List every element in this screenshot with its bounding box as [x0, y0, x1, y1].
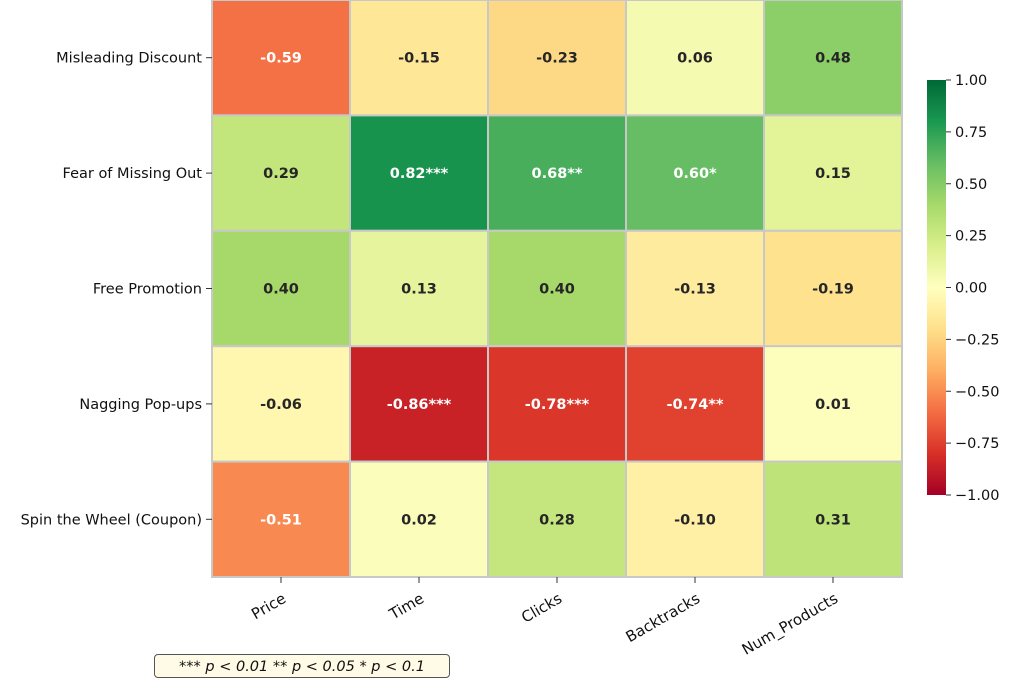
heatmap-cell [763, 0, 903, 117]
heatmap-cell [487, 114, 627, 232]
cell-value-label: 0.29 [263, 166, 299, 182]
column-label: Price [248, 589, 289, 623]
cell-value-label: 0.28 [539, 512, 575, 528]
heatmap-cell [349, 114, 489, 232]
heatmap-cell [625, 0, 765, 117]
colorbar [927, 80, 946, 495]
heatmap-cell [763, 460, 903, 579]
significance-legend: *** p < 0.01 ** p < 0.05 * p < 0.1 [154, 654, 450, 678]
cell-value-label: -0.10 [674, 512, 716, 528]
cell-value-label: 0.31 [815, 512, 851, 528]
colorbar-tick-label: −1.00 [955, 488, 999, 504]
heatmap-cell [211, 460, 351, 579]
heatmap-cell [211, 345, 351, 463]
heatmap-cell [763, 114, 903, 232]
heatmap-cell [625, 345, 765, 463]
heatmap-cell [763, 345, 903, 463]
column-label: Clicks [518, 589, 565, 626]
cell-value-label: 0.13 [401, 282, 437, 298]
heatmap-cell [763, 229, 903, 348]
colorbar-tick-label: 1.00 [955, 73, 987, 89]
cell-value-label: 0.01 [815, 397, 851, 413]
row-label: Free Promotion [93, 282, 202, 298]
row-label: Fear of Missing Out [63, 166, 203, 182]
cell-value-label: -0.13 [674, 282, 716, 298]
heatmap-cell [349, 345, 489, 463]
cell-value-label: -0.19 [812, 282, 854, 298]
cell-value-label: 0.68** [532, 166, 583, 182]
column-label: Backtracks [623, 589, 704, 646]
cell-value-label: -0.78*** [525, 397, 590, 413]
heatmap-cell [487, 345, 627, 463]
row-label: Misleading Discount [56, 51, 202, 67]
cell-value-label: -0.06 [260, 397, 302, 413]
heatmap-cell [349, 0, 489, 117]
cell-value-label: -0.15 [398, 51, 440, 67]
cell-value-label: -0.23 [536, 51, 578, 67]
column-label: Time [385, 589, 427, 623]
cell-value-label: 0.48 [815, 51, 851, 67]
cell-value-label: 0.40 [263, 282, 299, 298]
colorbar-tick-label: 0.75 [955, 125, 987, 141]
colorbar-tick-label: −0.50 [955, 384, 999, 400]
heatmap-cell [487, 0, 627, 117]
cell-value-label: 0.06 [677, 51, 713, 67]
row-label: Nagging Pop-ups [79, 397, 202, 413]
heatmap-cell [487, 229, 627, 348]
heatmap-cell [211, 0, 351, 117]
column-label: Num_Products [739, 589, 842, 659]
colorbar-tick-label: 0.50 [955, 177, 987, 193]
cell-value-label: 0.40 [539, 282, 575, 298]
heatmap-cell [487, 460, 627, 579]
cell-value-label: -0.51 [260, 512, 302, 528]
cell-value-label: 0.60* [673, 166, 717, 182]
colorbar-tick-label: −0.75 [955, 436, 999, 452]
heatmap-cell [349, 460, 489, 579]
colorbar-tick-label: 0.00 [955, 281, 987, 297]
cell-value-label: 0.02 [401, 512, 437, 528]
heatmap-cell [625, 460, 765, 579]
heatmap-cell [625, 229, 765, 348]
cell-value-label: 0.82*** [390, 166, 449, 182]
colorbar-tick-label: 0.25 [955, 229, 987, 245]
cell-value-label: 0.15 [815, 166, 851, 182]
row-label: Spin the Wheel (Coupon) [21, 512, 202, 528]
cell-value-label: -0.86*** [387, 397, 452, 413]
cell-value-label: -0.74** [667, 397, 724, 413]
cell-value-label: -0.59 [260, 51, 302, 67]
colorbar-tick-label: −0.25 [955, 332, 999, 348]
